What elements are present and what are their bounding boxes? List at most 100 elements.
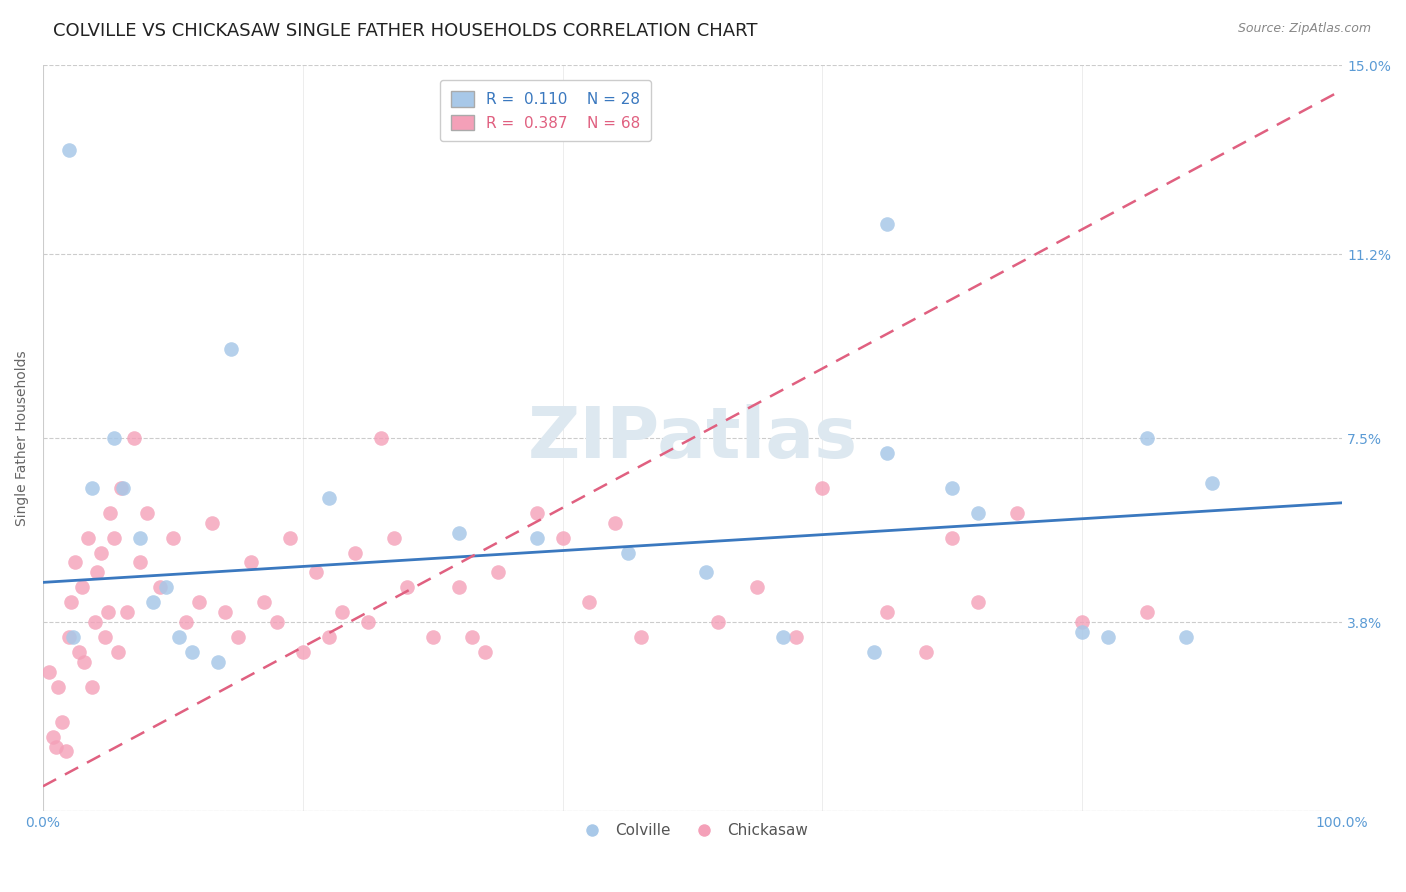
- Point: [526, 531, 548, 545]
- Point: [876, 605, 898, 619]
- Point: [110, 481, 132, 495]
- Point: [941, 531, 963, 545]
- Point: [370, 431, 392, 445]
- Point: [616, 545, 638, 559]
- Point: [65, 556, 87, 570]
- Point: [55, 744, 77, 758]
- Point: [318, 630, 340, 644]
- Point: [42, 730, 65, 744]
- Point: [486, 566, 509, 580]
- Point: [155, 580, 177, 594]
- Y-axis label: Single Father Households: Single Father Households: [15, 351, 30, 526]
- Point: [169, 630, 191, 644]
- Point: [181, 645, 204, 659]
- Point: [447, 580, 470, 594]
- Point: [201, 516, 224, 530]
- Point: [422, 630, 444, 644]
- Point: [785, 630, 807, 644]
- Point: [226, 630, 249, 644]
- Point: [1007, 506, 1029, 520]
- Point: [60, 595, 83, 609]
- Point: [707, 615, 730, 630]
- Point: [73, 655, 96, 669]
- Point: [253, 595, 276, 609]
- Text: COLVILLE VS CHICKASAW SINGLE FATHER HOUSEHOLDS CORRELATION CHART: COLVILLE VS CHICKASAW SINGLE FATHER HOUS…: [53, 22, 758, 40]
- Point: [122, 431, 145, 445]
- Point: [77, 531, 100, 545]
- Point: [51, 714, 73, 729]
- Point: [876, 217, 898, 231]
- Point: [58, 630, 80, 644]
- Point: [630, 630, 652, 644]
- Point: [967, 506, 990, 520]
- Point: [266, 615, 288, 630]
- Point: [70, 580, 93, 594]
- Point: [1175, 630, 1198, 644]
- Point: [1097, 630, 1119, 644]
- Point: [174, 615, 197, 630]
- Point: [103, 431, 125, 445]
- Point: [395, 580, 418, 594]
- Point: [343, 545, 366, 559]
- Point: [578, 595, 600, 609]
- Point: [58, 143, 80, 157]
- Text: ZIPatlas: ZIPatlas: [527, 404, 858, 473]
- Point: [45, 739, 67, 754]
- Point: [1136, 431, 1159, 445]
- Point: [62, 630, 84, 644]
- Point: [1071, 615, 1094, 630]
- Point: [876, 446, 898, 460]
- Point: [142, 595, 165, 609]
- Point: [107, 645, 129, 659]
- Point: [357, 615, 380, 630]
- Point: [94, 630, 117, 644]
- Point: [1071, 625, 1094, 640]
- Point: [447, 525, 470, 540]
- Point: [941, 481, 963, 495]
- Point: [460, 630, 482, 644]
- Point: [811, 481, 834, 495]
- Point: [135, 506, 157, 520]
- Point: [967, 595, 990, 609]
- Point: [129, 556, 152, 570]
- Point: [90, 545, 112, 559]
- Point: [83, 615, 105, 630]
- Text: Source: ZipAtlas.com: Source: ZipAtlas.com: [1237, 22, 1371, 36]
- Point: [330, 605, 353, 619]
- Point: [291, 645, 314, 659]
- Point: [97, 605, 120, 619]
- Point: [278, 531, 301, 545]
- Point: [48, 680, 70, 694]
- Point: [219, 342, 242, 356]
- Point: [103, 531, 125, 545]
- Point: [474, 645, 496, 659]
- Point: [382, 531, 405, 545]
- Point: [239, 556, 262, 570]
- Point: [915, 645, 938, 659]
- Point: [1136, 605, 1159, 619]
- Point: [86, 566, 108, 580]
- Point: [82, 481, 104, 495]
- Point: [67, 645, 90, 659]
- Point: [863, 645, 886, 659]
- Point: [100, 506, 122, 520]
- Point: [603, 516, 626, 530]
- Point: [214, 605, 236, 619]
- Point: [162, 531, 184, 545]
- Point: [38, 665, 60, 679]
- Point: [149, 580, 172, 594]
- Point: [129, 531, 152, 545]
- Point: [187, 595, 209, 609]
- Point: [526, 506, 548, 520]
- Point: [305, 566, 328, 580]
- Point: [551, 531, 574, 545]
- Point: [207, 655, 229, 669]
- Point: [747, 580, 769, 594]
- Point: [772, 630, 794, 644]
- Point: [1201, 475, 1223, 490]
- Point: [117, 605, 139, 619]
- Point: [318, 491, 340, 505]
- Point: [82, 680, 104, 694]
- Point: [112, 481, 135, 495]
- Point: [695, 566, 717, 580]
